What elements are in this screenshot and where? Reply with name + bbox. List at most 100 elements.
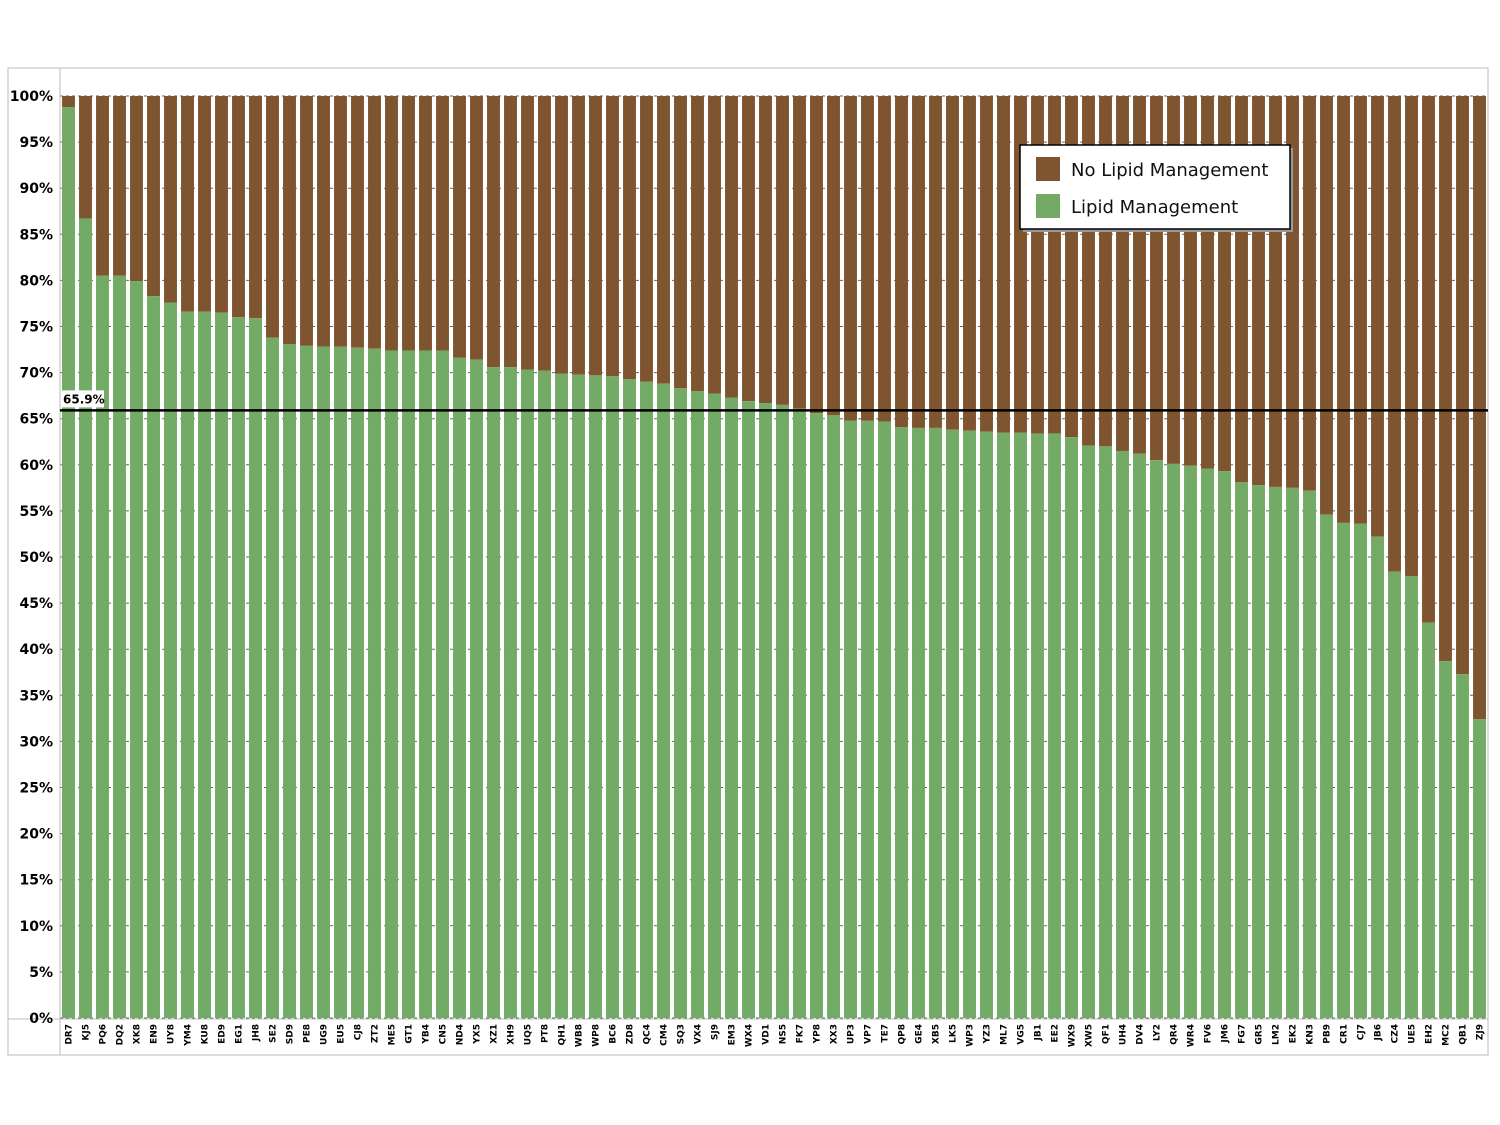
bar-lipid-nd4 [453,357,466,1018]
bar-lipid-cj8 [351,347,364,1018]
x-category-label: GT1 [405,1024,415,1044]
bar-lipid-jh8 [249,318,262,1018]
bar-no-lipid-cn5 [436,96,449,351]
y-tick-label: 85% [19,227,53,243]
bar-no-lipid-xb5 [929,96,942,428]
bar-lipid-vx4 [691,391,704,1018]
bar-lipid-cz4 [1388,571,1401,1018]
bar-no-lipid-wx4 [742,96,755,402]
bar-no-lipid-pq6 [96,96,109,276]
x-category-label: NS5 [779,1024,789,1044]
bar-lipid-wx9 [1065,437,1078,1018]
x-category-label: CR1 [1340,1024,1350,1044]
legend-label: No Lipid Management [1071,160,1268,181]
x-category-label: QP8 [898,1024,908,1045]
bar-lipid-uh4 [1116,450,1129,1019]
bar-lipid-fv6 [1201,468,1214,1018]
bar-no-lipid-gt1 [402,96,415,351]
bar-no-lipid-xk8 [130,96,143,282]
bar-lipid-ue5 [1405,576,1418,1018]
bar-no-lipid-vp7 [861,96,874,421]
bar-no-lipid-sj9 [708,96,721,394]
x-category-label: EE2 [1051,1024,1061,1043]
x-category-label: QB1 [1459,1024,1469,1045]
x-category-label: EG1 [235,1024,245,1044]
x-category-label: JB6 [1374,1024,1384,1041]
bar-lipid-wb8 [572,374,585,1019]
y-tick-label: 25% [19,781,53,797]
x-category-label: LM2 [1272,1024,1282,1045]
bar-lipid-vg5 [1014,432,1027,1018]
x-category-label: GE4 [915,1024,925,1044]
bar-lipid-mc2 [1439,661,1452,1018]
bar-lipid-qf1 [1099,446,1112,1018]
x-category-label: QH1 [558,1024,568,1045]
reference-line-group: 65.9% [60,390,1488,412]
x-category-label: ZT2 [371,1024,381,1043]
bar-lipid-ee2 [1048,433,1061,1018]
x-category-label: KJ5 [82,1024,92,1041]
x-category-label: YM4 [184,1024,194,1047]
bar-no-lipid-zd8 [623,96,636,380]
x-category-label: FG7 [1238,1024,1248,1044]
x-category-label: YB4 [422,1024,432,1045]
bar-no-lipid-wb8 [572,96,585,375]
bar-no-lipid-yz3 [980,96,993,432]
bar-no-lipid-zj9 [1473,96,1486,720]
x-category-label: XW5 [1085,1024,1095,1047]
bar-no-lipid-me5 [385,96,398,351]
bar-lipid-eg1 [232,317,245,1018]
legend: No Lipid Management Lipid Management [1019,144,1293,232]
bar-lipid-qb1 [1456,674,1469,1018]
x-category-label: VX4 [694,1024,704,1044]
x-category-label: WX4 [745,1024,755,1047]
bar-lipid-wr4 [1184,465,1197,1018]
bar-lipid-ed9 [215,312,228,1018]
x-category-label: ML7 [1000,1024,1010,1045]
bar-lipid-wp3 [963,430,976,1018]
bar-no-lipid-vx4 [691,96,704,392]
x-category-label: MC2 [1442,1024,1452,1046]
bar-lipid-uq5 [521,369,534,1019]
x-category-label: EH2 [1425,1024,1435,1044]
bar-no-lipid-eg1 [232,96,245,318]
bar-no-lipid-mc2 [1439,96,1452,662]
bar-no-lipid-yp8 [810,96,823,414]
x-category-label: XH9 [507,1024,517,1045]
bar-lipid-em3 [725,397,738,1018]
bar-lipid-gr5 [1252,485,1265,1019]
bar-lipid-sj9 [708,393,721,1018]
x-category-label: EN9 [150,1024,160,1044]
bar-lipid-cj7 [1354,523,1367,1018]
bar-lipid-qh1 [555,373,568,1019]
y-tick-label: 75% [19,320,53,336]
bar-no-lipid-uy8 [164,96,177,303]
bar-lipid-ml7 [997,432,1010,1018]
x-category-label: LY2 [1153,1024,1163,1041]
bar-lipid-pq6 [96,275,109,1018]
bar-lipid-dr7 [62,107,75,1018]
reference-label: 65.9% [63,392,105,406]
bar-lipid-zj9 [1473,719,1486,1018]
y-tick-label: 10% [19,919,53,935]
bar-no-lipid-kn3 [1303,96,1316,491]
x-category-label: DR7 [65,1024,75,1045]
bar-no-lipid-xz1 [487,96,500,368]
bar-no-lipid-te7 [878,96,891,422]
legend-label: Lipid Management [1071,197,1238,218]
x-category-label: CZ4 [1391,1024,1401,1043]
bar-no-lipid-sq3 [674,96,687,389]
bar-lipid-qr4 [1167,463,1180,1018]
bar-lipid-yz3 [980,431,993,1018]
bar-lipid-pb9 [1320,514,1333,1018]
x-category-label: YP8 [813,1024,823,1044]
bar-lipid-jb1 [1031,433,1044,1018]
x-category-label: ND4 [456,1024,466,1045]
x-category-label: QC4 [643,1024,653,1045]
y-tick-label: 40% [19,642,53,658]
legend-swatch [1036,194,1060,218]
bar-lipid-qc4 [640,381,653,1018]
x-category-label: GR5 [1255,1024,1265,1045]
bar-lipid-eh2 [1422,622,1435,1018]
bar-lipid-jm6 [1218,471,1231,1018]
